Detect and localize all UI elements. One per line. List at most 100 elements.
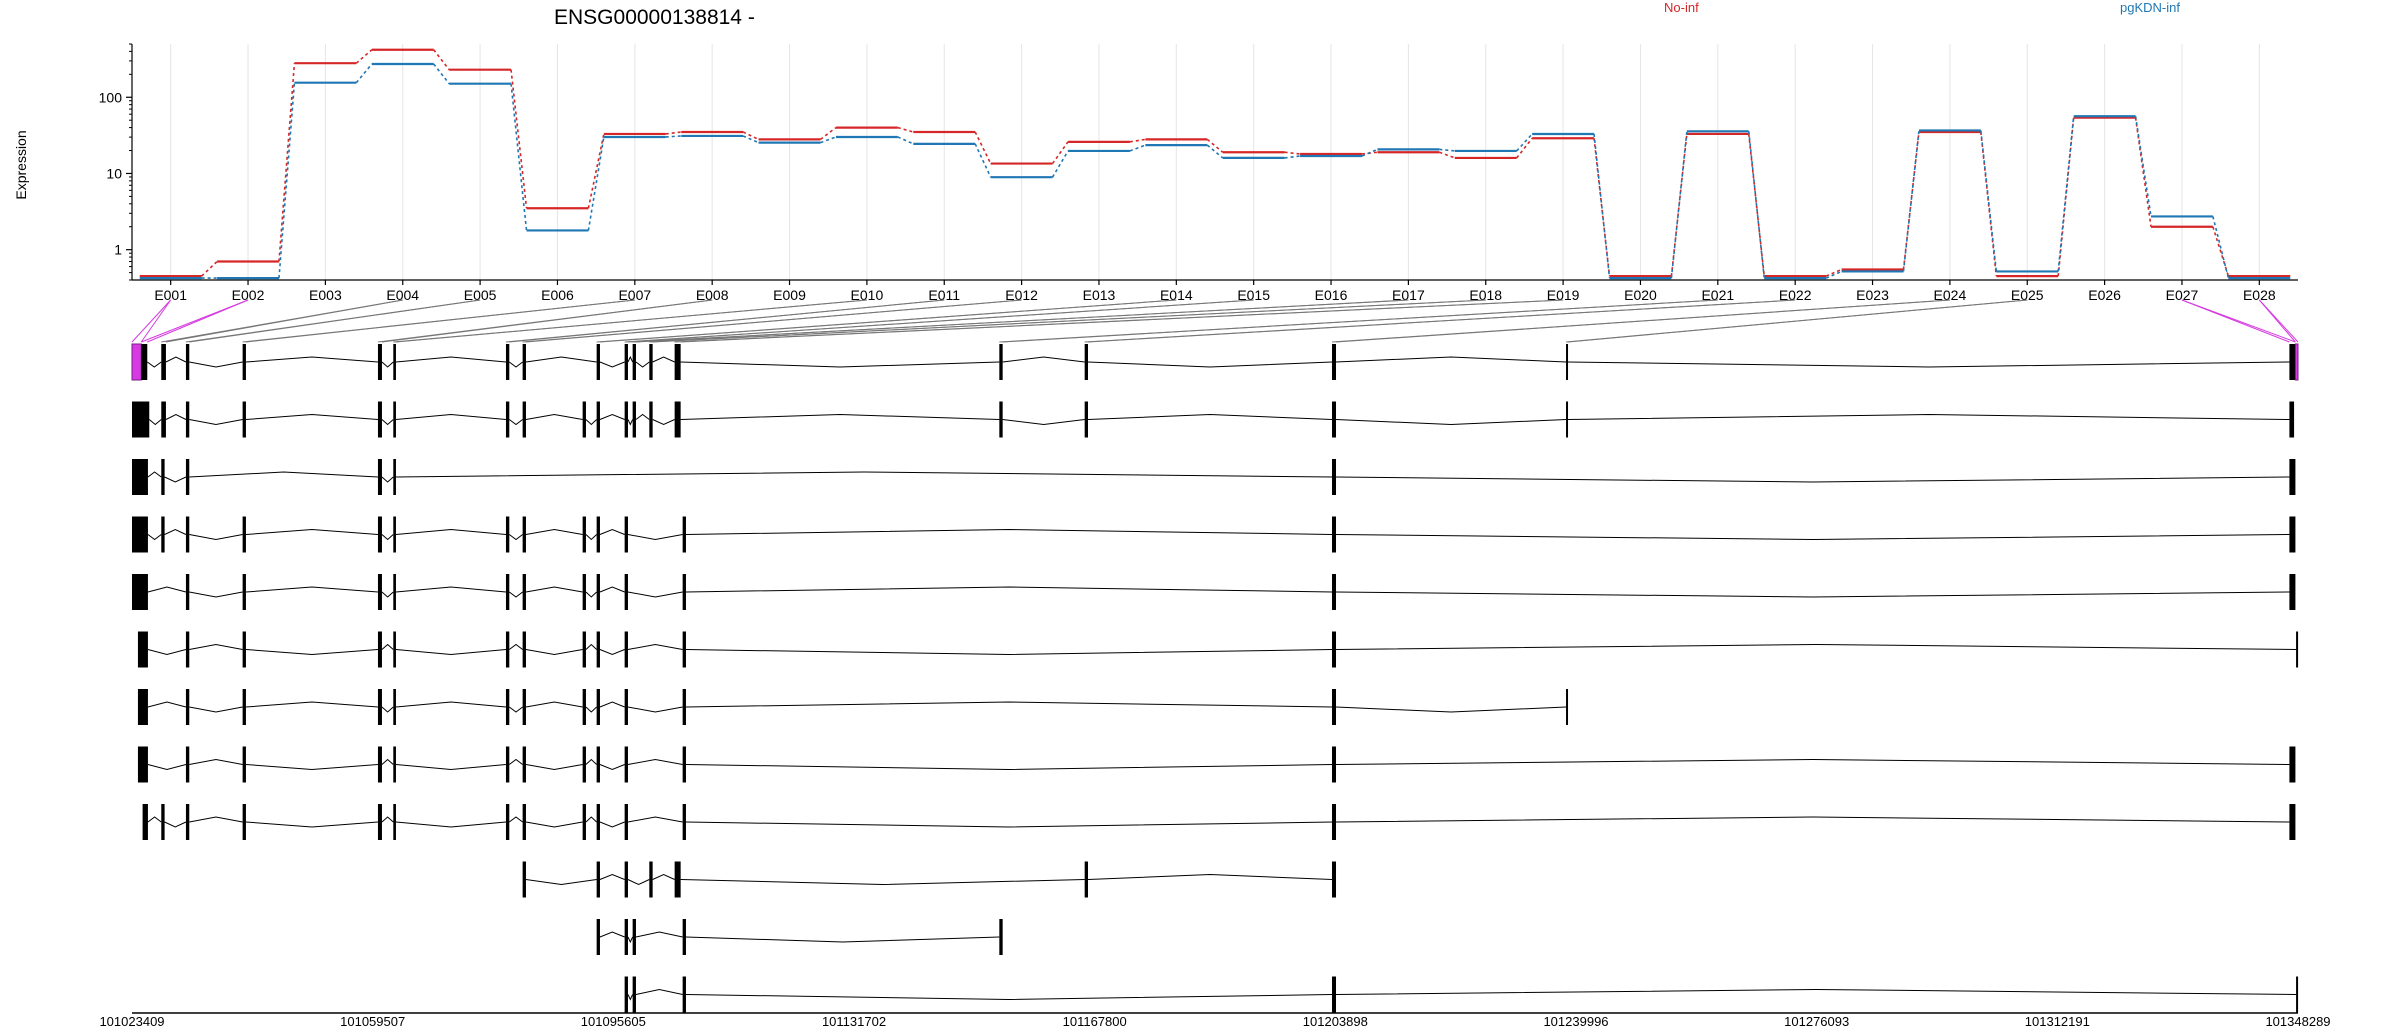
exon-block xyxy=(393,804,396,840)
series-connector xyxy=(587,133,605,209)
exon-block xyxy=(242,574,246,610)
series-connector xyxy=(974,143,992,178)
intron-line xyxy=(599,528,625,535)
x-tick-label: E024 xyxy=(1934,287,1967,303)
intron-line xyxy=(146,361,162,368)
genomic-tick-label: 101312191 xyxy=(2025,1014,2090,1029)
transcript-models xyxy=(131,343,2299,1013)
exon-block xyxy=(522,574,526,610)
exon-connector xyxy=(599,299,1177,343)
exon-block xyxy=(624,746,628,783)
intron-line xyxy=(189,758,243,765)
x-tick-label: E019 xyxy=(1547,287,1580,303)
genomic-axis: 101023409 101059507 101095605 101131702 1011… xyxy=(99,1012,2331,1029)
y-axis-label: Expression xyxy=(13,130,29,199)
intron-line xyxy=(635,413,650,420)
exon-block xyxy=(582,804,586,840)
exon-block xyxy=(393,516,396,553)
series-connector xyxy=(1439,148,1455,152)
intron-line xyxy=(395,649,507,656)
intron-line xyxy=(652,356,675,363)
genomic-tick-label: 101023409 xyxy=(99,1014,164,1029)
intron-line xyxy=(381,706,394,713)
series-connector xyxy=(1825,268,1842,277)
transcript-row xyxy=(596,919,1003,955)
exon-connector xyxy=(189,299,481,343)
exon-block xyxy=(377,689,382,725)
intron-line xyxy=(381,816,394,823)
series-connector xyxy=(1284,155,1301,159)
transcript-row xyxy=(132,459,2296,495)
exon-block xyxy=(582,574,586,610)
intron-line xyxy=(164,821,187,828)
series-connector xyxy=(742,135,759,144)
intron-line xyxy=(165,413,187,420)
exon-block xyxy=(632,919,636,955)
x-tick-label: E023 xyxy=(1856,287,1889,303)
legend-label-no-inf: No-inf xyxy=(1664,0,1699,15)
intron-line xyxy=(147,701,187,708)
series-connector xyxy=(2134,117,2152,227)
exon-connector xyxy=(2258,299,2299,343)
exon-block xyxy=(2289,746,2296,783)
exon-block xyxy=(242,401,246,438)
exon-block xyxy=(137,746,148,783)
series-connector xyxy=(742,131,759,141)
genomic-tick-label: 101095605 xyxy=(581,1014,646,1029)
exon-block xyxy=(999,401,1003,438)
intron-line xyxy=(585,758,597,765)
intron-line xyxy=(1336,988,2297,995)
exon-block xyxy=(377,746,382,783)
intron-line xyxy=(680,361,1000,368)
exon-block xyxy=(377,516,382,553)
intron-line xyxy=(148,419,162,426)
intron-line xyxy=(1087,361,1333,368)
intron-line xyxy=(627,994,634,1001)
intron-line xyxy=(164,528,187,535)
intron-line xyxy=(147,649,187,656)
exon-connector xyxy=(2181,299,2296,343)
intron-line xyxy=(585,419,597,426)
transcript-row xyxy=(137,689,1569,725)
exon-block xyxy=(393,574,396,610)
exon-block xyxy=(582,631,586,668)
intron-line xyxy=(685,701,1333,708)
exon-block xyxy=(2289,459,2296,495)
intron-line xyxy=(525,649,583,656)
intron-line xyxy=(525,701,583,708)
exon-connector xyxy=(165,299,403,343)
transcript-row xyxy=(522,861,1337,898)
intron-line xyxy=(1335,706,1567,713)
x-tick-label: E010 xyxy=(851,287,884,303)
intron-line xyxy=(685,528,1333,535)
exon-connector xyxy=(395,299,867,343)
exon-block xyxy=(1332,631,1337,668)
x-tick-label: E009 xyxy=(773,287,806,303)
series-connector xyxy=(1670,131,1688,279)
exon-block xyxy=(582,689,586,725)
x-tick-label: E027 xyxy=(2166,287,2199,303)
intron-line xyxy=(245,356,378,363)
exon-block xyxy=(393,459,396,495)
intron-line xyxy=(599,931,625,938)
exon-block xyxy=(999,919,1003,955)
exon-block xyxy=(2294,343,2299,381)
exon-connector xyxy=(627,299,1254,343)
intron-line xyxy=(680,879,1085,886)
exon-block xyxy=(161,344,166,380)
intron-line xyxy=(508,534,523,541)
exon-block xyxy=(632,401,636,438)
exon-block xyxy=(185,746,190,783)
intron-line xyxy=(1336,591,2290,598)
exon-block xyxy=(505,401,510,438)
exon-block xyxy=(242,631,246,668)
transcript-row xyxy=(624,976,2299,1013)
series-connector xyxy=(278,63,296,262)
exon-block xyxy=(1566,401,1569,438)
intron-line xyxy=(508,816,523,823)
exon-block xyxy=(682,919,686,955)
intron-line xyxy=(1336,816,2290,823)
intron-line xyxy=(395,356,507,363)
exon-block xyxy=(522,401,526,438)
intron-line xyxy=(1002,419,1085,426)
